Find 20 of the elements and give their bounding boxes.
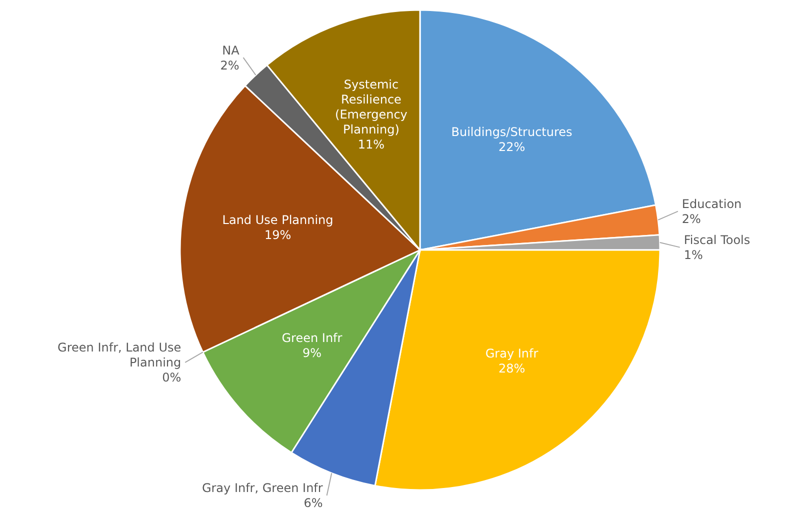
- slice-label: Fiscal Tools: [684, 233, 750, 248]
- slice-label: Gray Infr: [485, 346, 538, 361]
- slice-label: Education: [682, 197, 742, 212]
- text: 0%: [162, 370, 182, 385]
- data-label: 22%: [498, 140, 526, 154]
- slice-label: Green Infr: [282, 330, 342, 345]
- data-label: 28%: [498, 362, 526, 376]
- data-label: 9%: [302, 346, 322, 360]
- data-label: 11%: [358, 138, 385, 152]
- data-label: 1%: [684, 248, 703, 262]
- data-label: 2%: [682, 212, 701, 226]
- data-label: 2%: [220, 58, 240, 72]
- slice-label: Systemic Resilience (Emergency Planning): [335, 78, 408, 137]
- data-label: 6%: [304, 496, 323, 510]
- slice-label: Buildings/Structures: [451, 124, 572, 139]
- data-label: 19%: [264, 228, 292, 242]
- slice-label: Gray Infr, Green Infr: [202, 481, 323, 496]
- slice-label: NA: [222, 43, 240, 58]
- legend-label: Green Infr, Land Use Planning: [58, 340, 182, 370]
- slice-label: Land Use Planning: [222, 213, 334, 228]
